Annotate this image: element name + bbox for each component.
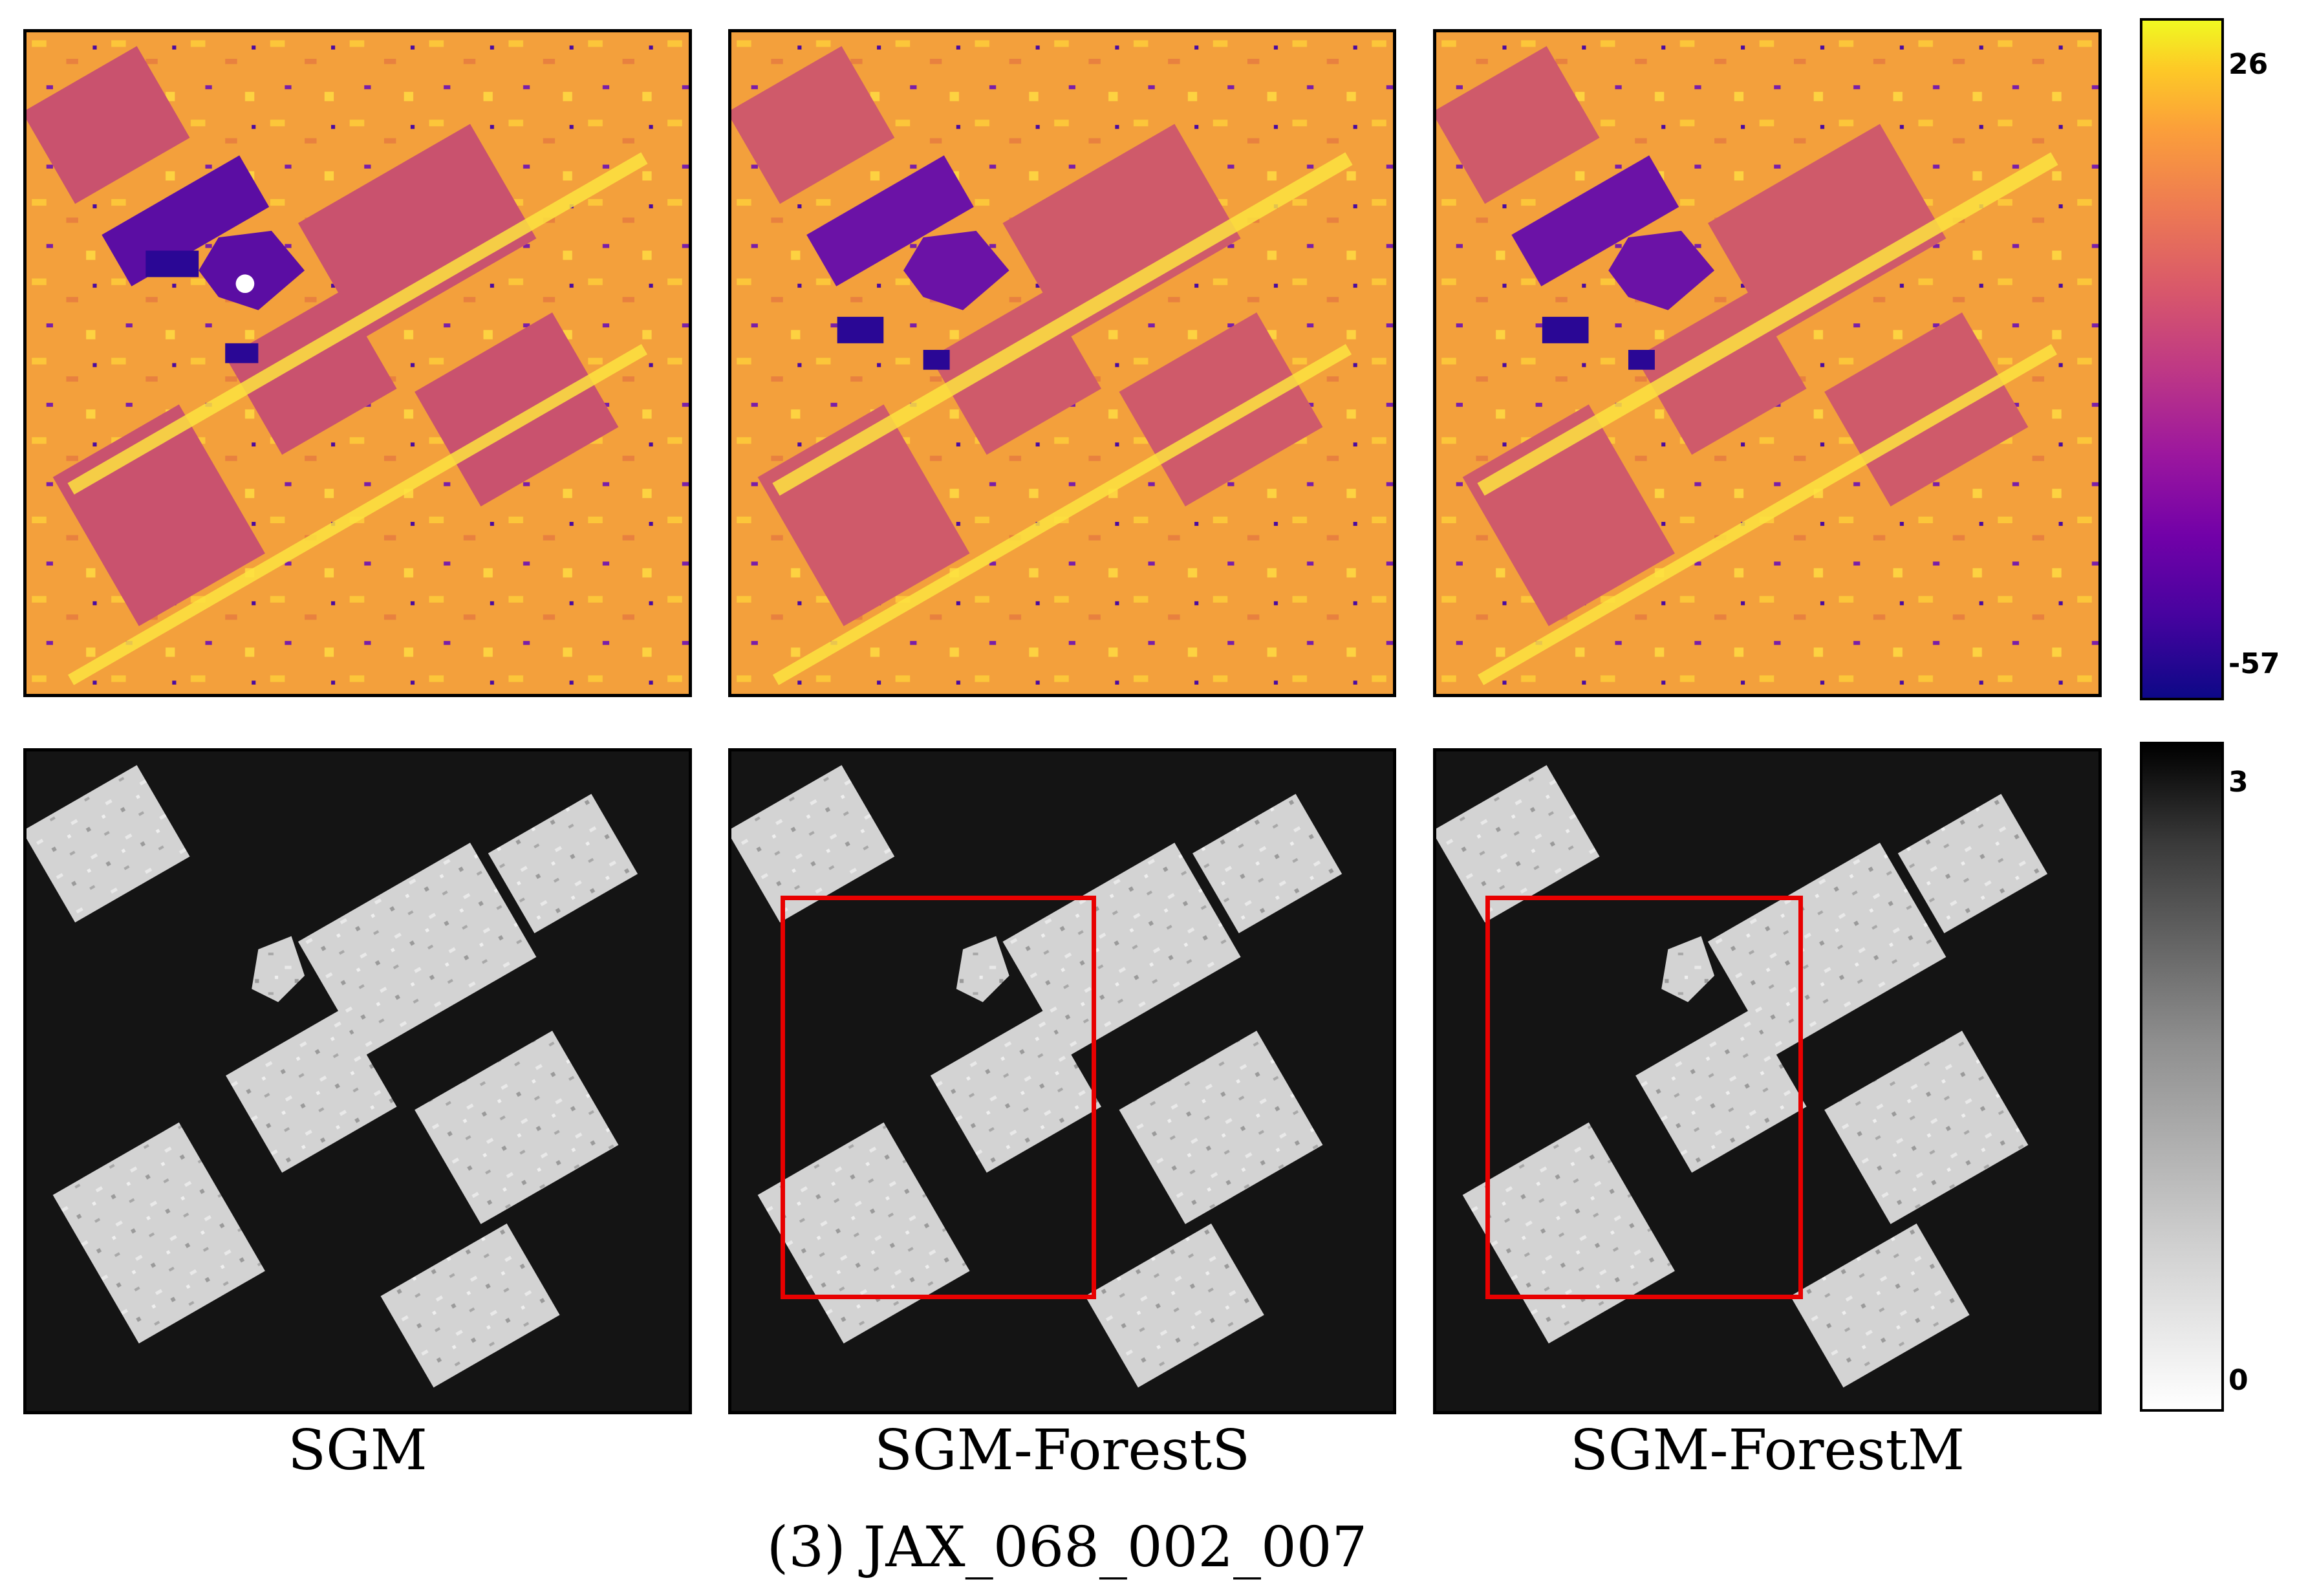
colorbar-disparity-min-label: -57	[2228, 647, 2280, 680]
colorbar-error	[2140, 742, 2224, 1412]
disparity-map-sgm	[23, 29, 692, 697]
colorbar-error-max-label: 3	[2228, 766, 2248, 799]
column-label-sgm: SGM	[288, 1418, 427, 1483]
colorbar-disparity	[2140, 18, 2224, 700]
disparity-map-sgm-forests	[728, 29, 1396, 697]
error-map-sgm	[23, 748, 692, 1414]
column-label-sgm-forestm: SGM-ForestM	[1569, 1418, 1965, 1483]
highlight-box-forestm	[1485, 896, 1803, 1299]
highlight-box-forests	[781, 896, 1096, 1299]
colorbar-error-min-label: 0	[2228, 1364, 2248, 1397]
error-map-sgm-forestm	[1433, 748, 2102, 1414]
figure-caption: (3) JAX_068_002_007	[766, 1515, 1368, 1580]
column-label-sgm-forests: SGM-ForestS	[874, 1418, 1251, 1483]
colorbar-disparity-max-label: 26	[2228, 48, 2269, 81]
error-map-sgm-forests	[728, 748, 1396, 1414]
disparity-map-sgm-forestm	[1433, 29, 2102, 697]
